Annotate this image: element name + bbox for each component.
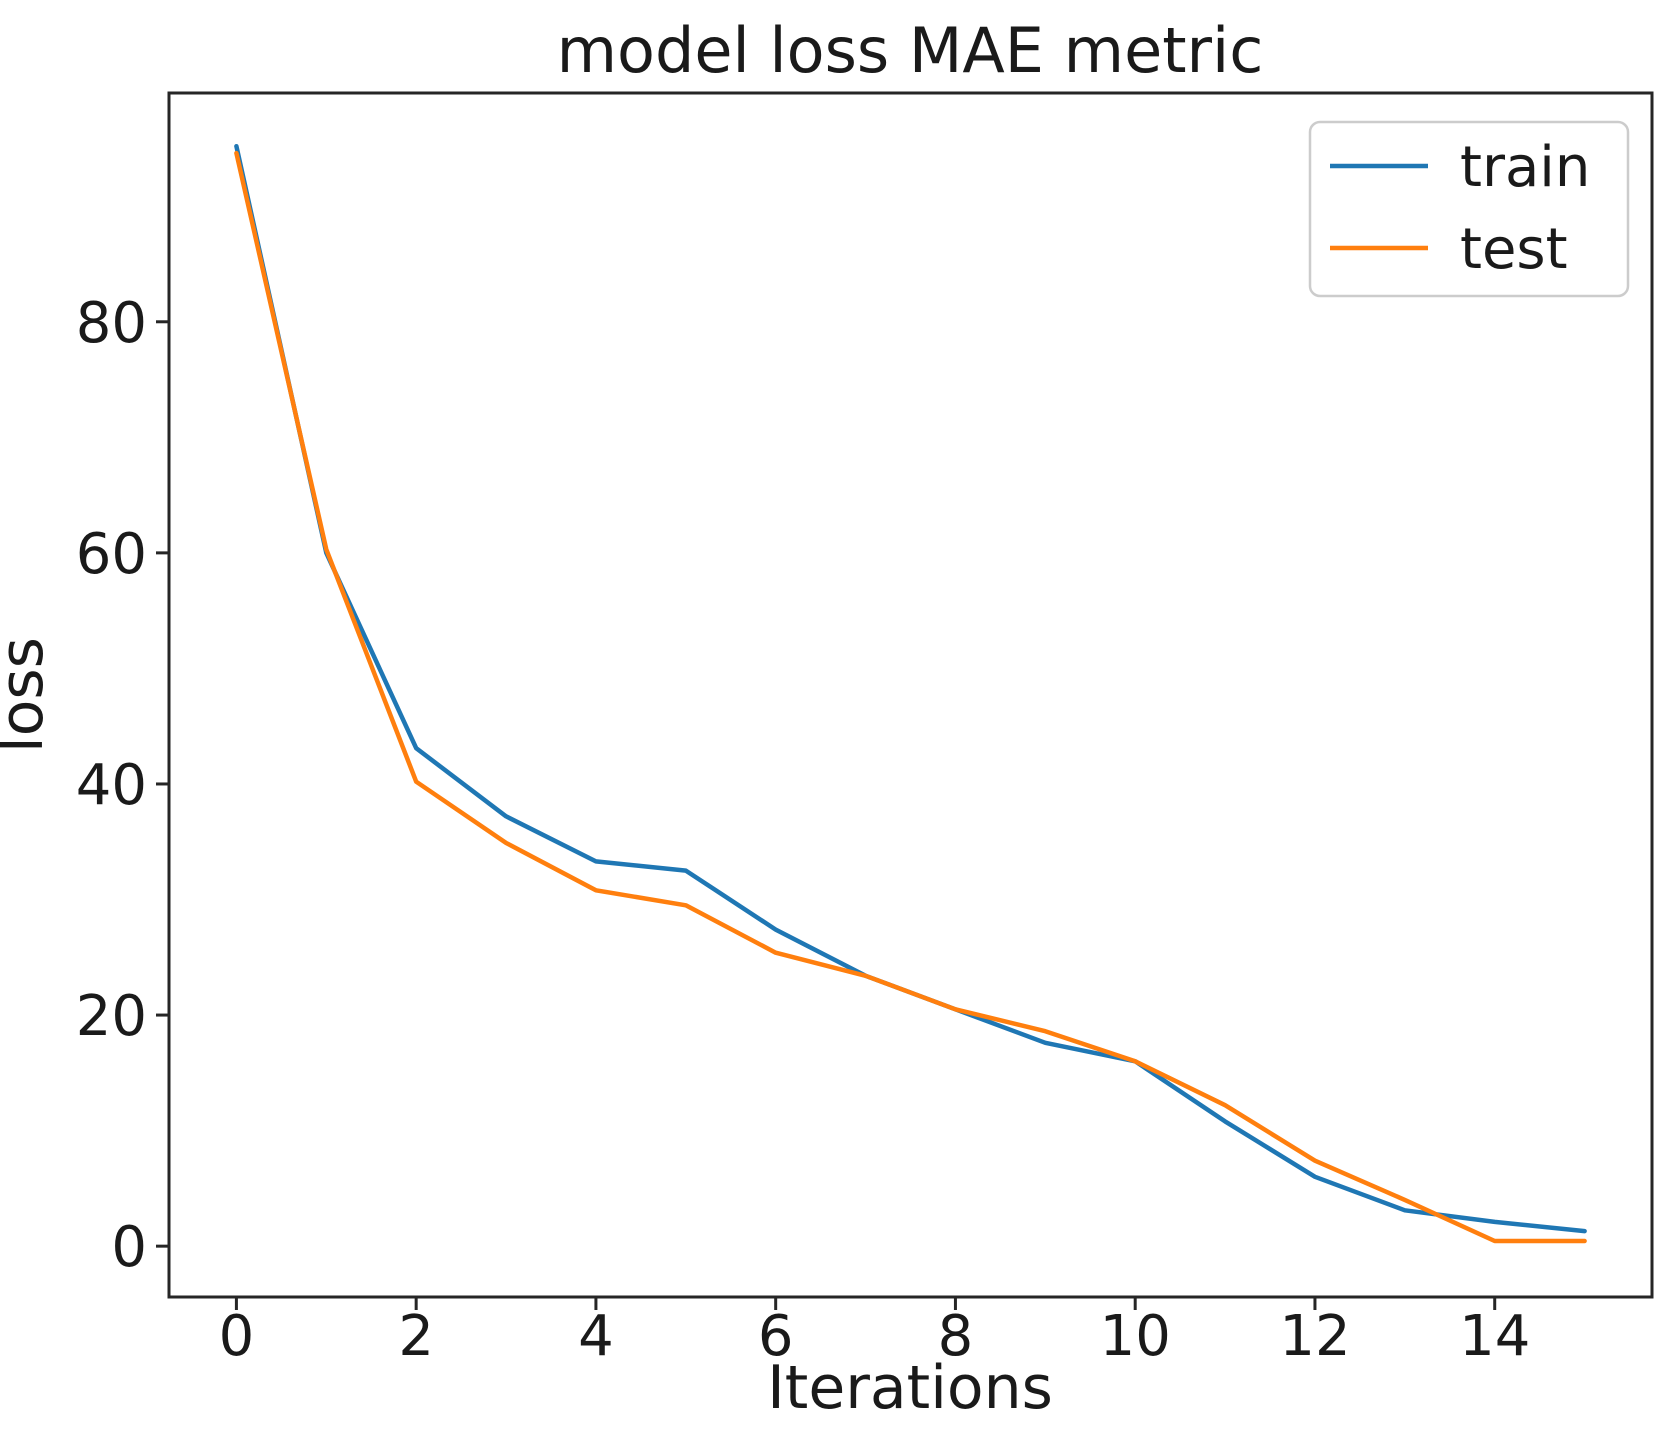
chart-title: model loss MAE metric [557,14,1264,87]
tick-marks [156,320,1497,1310]
tick-labels: 0 2 4 6 8 10 12 14 0 20 40 60 80 [76,291,1531,1369]
y-tick-label: 60 [76,522,147,587]
test-line [234,150,1587,1244]
y-tick-label: 20 [76,984,147,1049]
y-tick-label: 0 [111,1215,147,1280]
data-lines [234,143,1587,1244]
y-axis-label: loss [0,637,57,753]
x-tick-label: 12 [1279,1304,1350,1369]
y-tick-label: 40 [76,753,147,818]
x-axis-label: Iterations [767,1353,1053,1423]
y-tick-label: 80 [76,291,147,356]
legend-test-label: test [1460,217,1568,282]
x-tick-label: 8 [938,1304,974,1369]
legend: train test [1308,120,1630,298]
x-tick-label: 4 [578,1304,614,1369]
x-tick-label: 10 [1100,1304,1171,1369]
x-tick-label: 14 [1459,1304,1530,1369]
legend-train-label: train [1460,135,1590,200]
x-tick-label: 6 [758,1304,794,1369]
x-tick-label: 2 [398,1304,434,1369]
plot-area-frame [167,91,1654,1299]
x-tick-label: 0 [219,1304,255,1369]
train-line [234,143,1587,1234]
